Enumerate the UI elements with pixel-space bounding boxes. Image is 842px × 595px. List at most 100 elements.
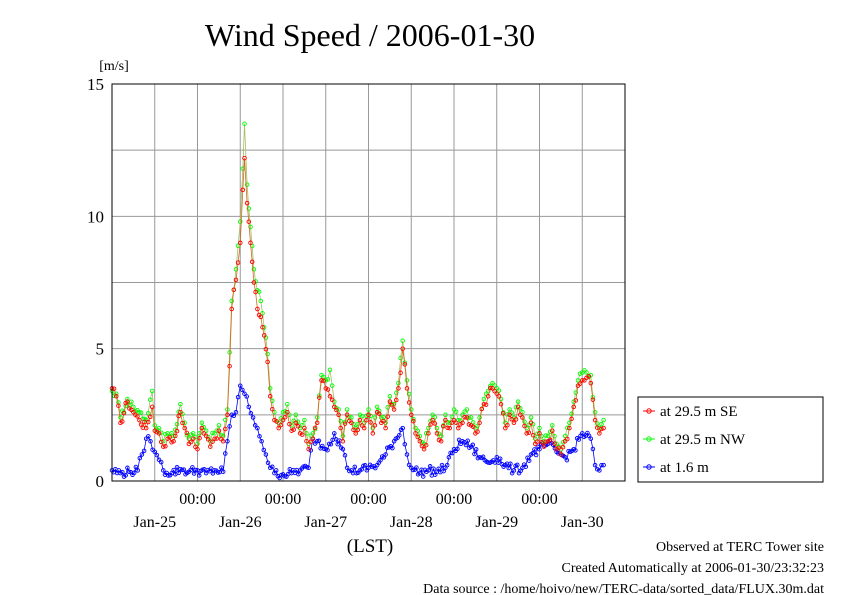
data-point xyxy=(550,423,555,428)
data-point xyxy=(125,396,130,402)
x-tick-label: 00:00 xyxy=(179,491,215,508)
data-point xyxy=(299,432,305,437)
data-point xyxy=(599,462,604,468)
data-point xyxy=(415,428,420,434)
data-point xyxy=(569,411,574,417)
data-point xyxy=(225,412,230,418)
data-point xyxy=(244,394,249,399)
data-point xyxy=(552,434,557,439)
data-point xyxy=(524,431,529,436)
data-point xyxy=(152,449,158,455)
data-point xyxy=(503,425,508,431)
data-point xyxy=(448,450,453,456)
data-point xyxy=(470,420,476,425)
data-point xyxy=(258,298,264,304)
data-point xyxy=(398,370,403,376)
data-point xyxy=(362,463,368,468)
data-point xyxy=(470,424,476,430)
series-line xyxy=(111,123,604,451)
data-point xyxy=(261,333,267,338)
data-point xyxy=(515,404,521,410)
data-point xyxy=(335,441,340,447)
data-point xyxy=(492,383,497,388)
data-point xyxy=(385,405,390,410)
data-point xyxy=(349,420,354,426)
data-point xyxy=(472,451,477,457)
data-point xyxy=(208,444,213,449)
data-point xyxy=(406,400,412,405)
data-point xyxy=(366,407,371,412)
data-point xyxy=(233,267,239,272)
data-point xyxy=(508,461,513,466)
data-point xyxy=(141,448,147,454)
data-point xyxy=(225,439,230,444)
plot-area-frame xyxy=(111,83,626,482)
data-point xyxy=(577,371,583,376)
data-point xyxy=(562,433,568,439)
data-point xyxy=(244,182,250,187)
data-point xyxy=(291,427,296,432)
data-point xyxy=(590,397,596,402)
data-point xyxy=(276,425,281,431)
data-point xyxy=(255,306,260,312)
data-point xyxy=(599,426,604,432)
data-point xyxy=(156,425,162,431)
data-point xyxy=(131,470,137,476)
data-point xyxy=(409,407,414,412)
data-point xyxy=(240,187,246,193)
data-point xyxy=(431,466,436,471)
data-point xyxy=(402,362,408,367)
data-point xyxy=(242,155,247,161)
data-point xyxy=(238,219,243,224)
data-point xyxy=(220,469,226,474)
data-point xyxy=(229,298,234,304)
data-point xyxy=(308,448,314,453)
data-point xyxy=(432,421,438,426)
data-point xyxy=(238,383,243,388)
data-point xyxy=(220,433,226,439)
data-point xyxy=(325,377,331,382)
data-point xyxy=(400,338,405,343)
data-point xyxy=(147,397,153,402)
x-date-label: Jan-26 xyxy=(219,514,262,531)
data-point xyxy=(397,432,402,438)
data-point xyxy=(543,439,549,444)
data-point xyxy=(158,439,164,445)
data-point xyxy=(166,473,171,478)
data-point xyxy=(174,428,180,434)
data-point xyxy=(212,431,217,436)
data-point xyxy=(450,450,455,456)
data-point xyxy=(258,314,264,320)
data-point xyxy=(299,422,305,428)
data-point xyxy=(216,423,222,428)
data-point xyxy=(592,462,598,468)
y-tick-label: 0 xyxy=(96,472,105,491)
data-point xyxy=(145,419,151,425)
data-point xyxy=(280,417,286,423)
x-date-label: Jan-27 xyxy=(304,514,347,531)
data-point xyxy=(310,431,316,436)
data-point xyxy=(545,433,551,439)
data-point xyxy=(374,404,380,410)
data-point xyxy=(302,425,307,431)
data-point xyxy=(156,457,162,463)
data-point xyxy=(505,412,510,417)
data-point xyxy=(507,412,512,418)
data-point xyxy=(500,411,506,416)
data-point xyxy=(438,433,444,439)
data-point xyxy=(456,417,461,423)
data-point xyxy=(355,421,361,427)
data-point xyxy=(176,413,181,419)
data-point xyxy=(242,391,247,396)
data-point xyxy=(344,465,350,471)
data-point xyxy=(556,445,561,450)
data-point xyxy=(328,442,334,447)
x-date-label: Jan-25 xyxy=(133,514,176,531)
data-point xyxy=(385,414,390,419)
data-point xyxy=(338,425,343,431)
data-point xyxy=(368,420,373,425)
data-point xyxy=(496,394,502,399)
data-point xyxy=(530,432,536,438)
data-point xyxy=(270,464,275,470)
data-point xyxy=(259,439,264,444)
